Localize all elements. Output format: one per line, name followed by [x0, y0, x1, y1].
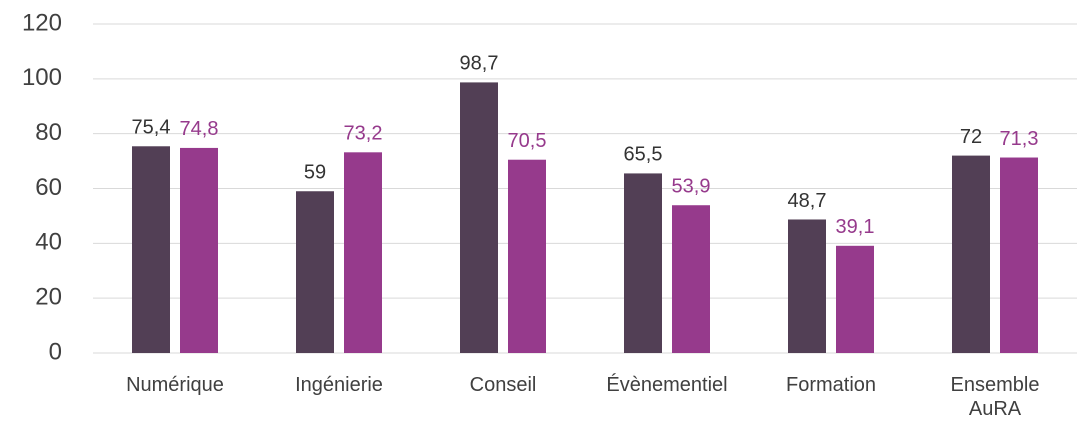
bar — [672, 205, 710, 353]
bar — [296, 191, 334, 353]
y-tick-label: 40 — [35, 229, 62, 256]
x-tick-label: Ensemble AuRA — [950, 374, 1040, 420]
y-tick-label: 0 — [49, 338, 62, 365]
value-label: 75,4 — [132, 117, 171, 139]
value-label: 48,7 — [788, 190, 827, 212]
value-label: 65,5 — [624, 144, 663, 166]
y-tick-label: 80 — [35, 119, 62, 146]
value-label: 59 — [304, 162, 326, 184]
bar — [1000, 157, 1038, 353]
bar — [788, 219, 826, 353]
value-label: 39,1 — [836, 216, 875, 238]
bar — [344, 152, 382, 353]
value-label: 74,8 — [180, 118, 219, 140]
y-tick-label: 100 — [22, 64, 62, 91]
y-tick-label: 120 — [22, 9, 62, 36]
bar — [624, 173, 662, 353]
bar — [460, 82, 498, 354]
value-label: 72 — [960, 126, 982, 148]
y-tick-label: 60 — [35, 174, 62, 201]
x-tick-label: Évènementiel — [606, 374, 728, 396]
bar — [952, 155, 990, 353]
bar — [180, 147, 218, 353]
x-tick-label: Formation — [785, 374, 877, 396]
value-label: 71,3 — [1000, 128, 1039, 150]
bar — [132, 146, 170, 353]
value-label: 53,9 — [672, 176, 711, 198]
x-tick-label: Ingénierie — [295, 374, 383, 396]
x-tick-label: Conseil — [469, 374, 537, 396]
bar — [836, 245, 874, 353]
value-label: 73,2 — [344, 123, 383, 145]
value-label: 70,5 — [508, 130, 547, 152]
x-tick-label: Numérique — [126, 374, 224, 396]
y-tick-label: 20 — [35, 284, 62, 311]
value-label: 98,7 — [460, 53, 499, 75]
bar — [508, 159, 546, 353]
